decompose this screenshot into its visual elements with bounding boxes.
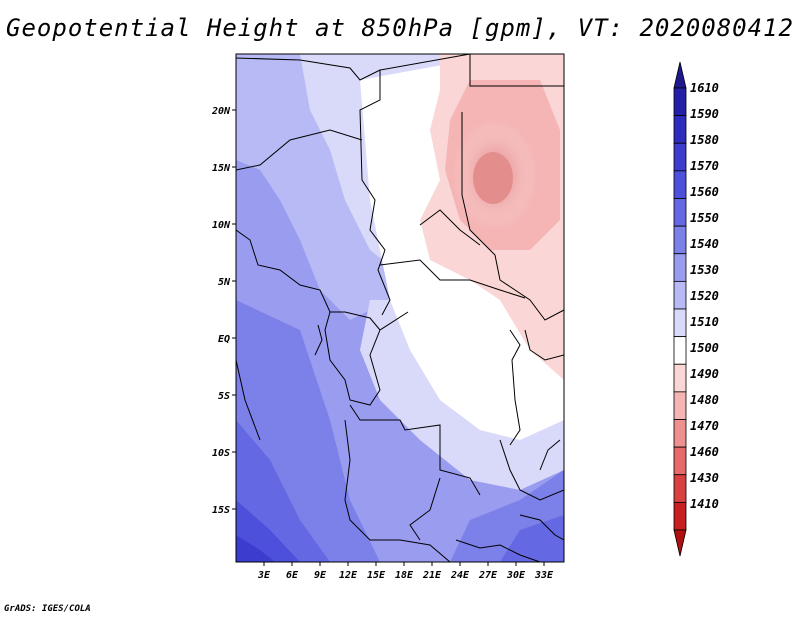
colorbar-label: 1530 xyxy=(690,263,719,277)
colorbar-label: 1570 xyxy=(690,159,719,173)
lat-label: EQ xyxy=(218,334,230,345)
lon-label: 6E xyxy=(286,570,299,581)
colorbar-label: 1580 xyxy=(690,133,719,147)
lon-label: 15E xyxy=(367,570,386,581)
lon-label: 33E xyxy=(534,570,554,581)
country-borders xyxy=(236,54,564,562)
colorbar-bottom-arrow xyxy=(673,529,687,557)
lon-label: 30E xyxy=(506,570,526,581)
lat-label: 15S xyxy=(212,505,230,516)
colorbar-segment xyxy=(673,446,687,476)
colorbar-label: 1410 xyxy=(690,497,719,511)
colorbar-label: 1560 xyxy=(690,185,719,199)
chart-title: Geopotential Height at 850hPa [gpm], VT:… xyxy=(6,14,794,42)
lat-label: 10S xyxy=(212,448,230,459)
lon-label: 24E xyxy=(450,570,470,581)
colorbar-label: 1550 xyxy=(690,211,719,225)
colorbar-label: 1590 xyxy=(690,107,719,121)
colorbar-label: 1460 xyxy=(690,445,719,459)
colorbar-segment xyxy=(673,198,687,227)
lon-label: 9E xyxy=(314,570,327,581)
colorbar-segment xyxy=(673,308,687,338)
lat-label: 5N xyxy=(218,277,231,288)
lat-label: 15N xyxy=(212,163,231,174)
lat-label: 20N xyxy=(211,106,231,117)
colorbar-label: 1540 xyxy=(690,237,719,251)
colorbar-label: 1610 xyxy=(690,81,719,95)
colorbar-segment xyxy=(673,115,687,144)
map-frame xyxy=(235,53,565,563)
colorbar-segment xyxy=(673,391,687,420)
grads-credit: GrADS: IGES/COLA xyxy=(4,604,91,614)
colorbar-segment xyxy=(673,280,687,310)
colorbar-segment xyxy=(673,170,687,199)
colorbar-segment xyxy=(673,501,687,531)
colorbar-label: 1470 xyxy=(690,419,719,433)
lon-label: 3E xyxy=(257,570,271,581)
colorbar-label: 1430 xyxy=(690,471,719,485)
colorbar-segment xyxy=(673,363,687,393)
colorbar-segment xyxy=(673,419,687,448)
colorbar-segment xyxy=(673,253,687,282)
colorbar-label: 1510 xyxy=(690,315,719,329)
colorbar-label: 1490 xyxy=(690,367,719,381)
lon-label: 27E xyxy=(478,570,498,581)
colorbar-top-arrow xyxy=(673,61,687,89)
colorbar-label: 1520 xyxy=(690,289,719,303)
colorbar-label: 1480 xyxy=(690,393,719,407)
colorbar-label: 1500 xyxy=(690,341,719,355)
colorbar-segment xyxy=(673,142,687,172)
lon-label: 12E xyxy=(339,570,358,581)
lon-label: 21E xyxy=(422,570,442,581)
lat-label: 5S xyxy=(218,391,230,402)
axis-ticks xyxy=(232,109,545,566)
colorbar-segment xyxy=(673,87,687,117)
height-field xyxy=(236,54,564,562)
lon-label: 18E xyxy=(395,570,414,581)
lat-label: 10N xyxy=(212,220,231,231)
colorbar-segment xyxy=(673,474,687,503)
colorbar xyxy=(673,61,687,557)
colorbar-segment xyxy=(673,336,687,365)
colorbar-segment xyxy=(673,225,687,255)
